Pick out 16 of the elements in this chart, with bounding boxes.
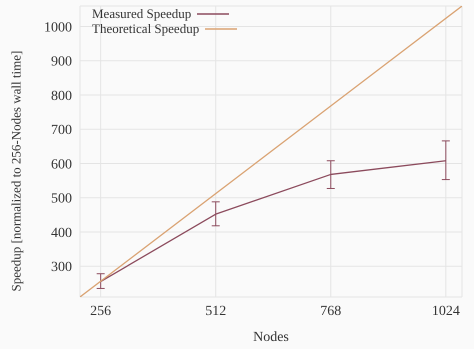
y-tick-label: 500 xyxy=(51,192,72,207)
y-tick-label: 300 xyxy=(51,260,72,276)
y-axis-title: Speedup [normalized to 256-Nodes wall time] xyxy=(8,50,24,292)
legend-label: Theoretical Speedup xyxy=(92,21,200,36)
x-tick-label: 768 xyxy=(320,304,342,319)
legend-label: Measured Speedup xyxy=(92,6,192,21)
y-tick-label: 1000 xyxy=(44,20,72,36)
y-tick-label: 600 xyxy=(51,157,72,172)
x-tick-label: 512 xyxy=(205,304,226,319)
y-tick-label: 800 xyxy=(51,88,72,104)
y-tick-label: 900 xyxy=(51,54,72,70)
x-tick-label: 256 xyxy=(90,304,112,319)
x-axis-title: Nodes xyxy=(253,330,289,345)
y-tick-label: 700 xyxy=(51,123,72,138)
x-tick-label: 1024 xyxy=(432,304,460,319)
y-tick-label: 400 xyxy=(51,226,72,241)
